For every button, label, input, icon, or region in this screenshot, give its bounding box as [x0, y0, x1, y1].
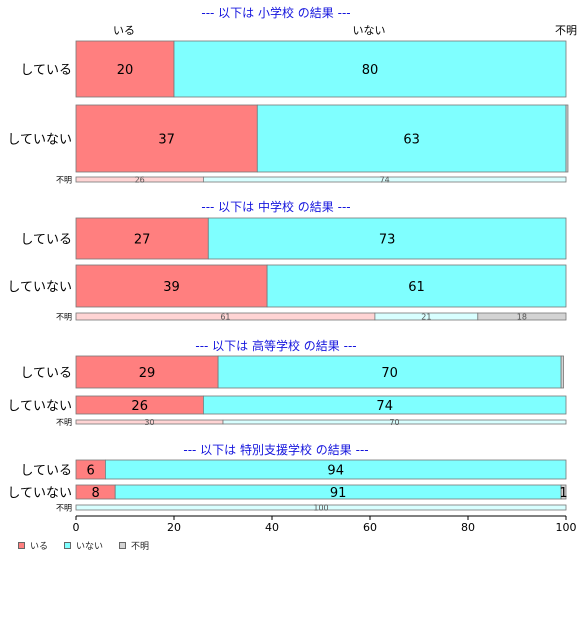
legend-swatch [119, 542, 127, 549]
data-label: 21 [421, 313, 431, 322]
x-axis-tick-label: 40 [265, 521, 279, 534]
data-label: 26 [135, 176, 145, 185]
data-label: 27 [134, 233, 151, 248]
bar-segment [202, 176, 567, 183]
data-label: 8 [91, 486, 99, 501]
x-axis-tick-label: 20 [167, 521, 181, 534]
data-label: 39 [163, 280, 180, 295]
x-axis-tick-label: 80 [461, 521, 475, 534]
data-label: 37 [158, 133, 175, 148]
data-label: 100 [313, 504, 328, 513]
data-label: 20 [117, 63, 134, 78]
data-label: 63 [403, 133, 420, 148]
x-axis-tick-label: 0 [73, 521, 80, 534]
legend-label: いない [76, 542, 104, 552]
bar-segment [202, 395, 567, 415]
top-category-label: いる [113, 24, 135, 37]
data-label: 26 [131, 399, 148, 414]
top-category-label: いない [353, 24, 386, 37]
data-label: 70 [381, 366, 398, 381]
legend-label: 不明 [131, 542, 150, 552]
bar-segment [75, 40, 175, 98]
row-label: していない [7, 486, 72, 501]
bar-segment [217, 355, 562, 389]
data-label: 80 [362, 63, 379, 78]
bar-segment [75, 264, 268, 308]
bar-segment [222, 419, 567, 425]
bar-segment [105, 459, 567, 480]
legend-item-inai: いない [64, 539, 103, 552]
data-label: 29 [139, 366, 156, 381]
bar-segment [256, 104, 567, 173]
data-label: 73 [379, 233, 396, 248]
bar-segment [560, 484, 567, 500]
bar-segment [207, 217, 567, 260]
top-category-label: 不明 [555, 24, 577, 37]
legend-swatch [18, 542, 25, 549]
data-label: 18 [517, 313, 527, 322]
panel-title: --- 以下は 高等学校 の結果 --- [195, 338, 356, 353]
data-label: 1 [559, 486, 567, 501]
row-label: 不明 [56, 176, 72, 185]
bar-segment [266, 264, 567, 308]
data-label: 30 [144, 418, 154, 427]
legend: いる いない 不明 [18, 539, 149, 552]
legend-item-fumei: 不明 [119, 539, 149, 552]
panel-title: --- 以下は 小学校 の結果 --- [201, 5, 350, 20]
x-axis-tick-label: 100 [556, 521, 577, 534]
panel-title: --- 以下は 特別支援学校 の結果 --- [183, 442, 368, 457]
row-label: している [20, 63, 72, 78]
data-label: 74 [376, 399, 393, 414]
bar-segment [173, 40, 567, 98]
row-label: している [20, 366, 72, 381]
data-label: 61 [408, 280, 425, 295]
data-label: 74 [380, 176, 390, 185]
bar-segment [560, 355, 564, 389]
row-label: していない [7, 280, 72, 295]
row-label: 不明 [56, 418, 72, 427]
bar-segment [75, 104, 258, 173]
x-axis-tick-label: 60 [363, 521, 377, 534]
legend-label: いる [30, 542, 49, 552]
row-label: 不明 [56, 313, 72, 322]
row-label: している [20, 233, 72, 248]
data-label: 6 [87, 464, 95, 479]
bar-segment [565, 104, 569, 173]
panel-title: --- 以下は 中学校 の結果 --- [201, 199, 350, 214]
bar-segment [477, 312, 567, 321]
data-label: 61 [220, 313, 230, 322]
row-label: していない [7, 133, 72, 148]
row-label: している [20, 464, 72, 479]
legend-swatch [64, 542, 72, 549]
data-label: 91 [330, 486, 347, 501]
bar-segment [75, 504, 567, 511]
data-label: 70 [389, 418, 399, 427]
row-label: 不明 [56, 504, 72, 513]
row-label: していない [7, 399, 72, 414]
legend-item-iru: いる [18, 539, 48, 552]
data-label: 94 [327, 464, 344, 479]
bar-segment [75, 355, 219, 389]
